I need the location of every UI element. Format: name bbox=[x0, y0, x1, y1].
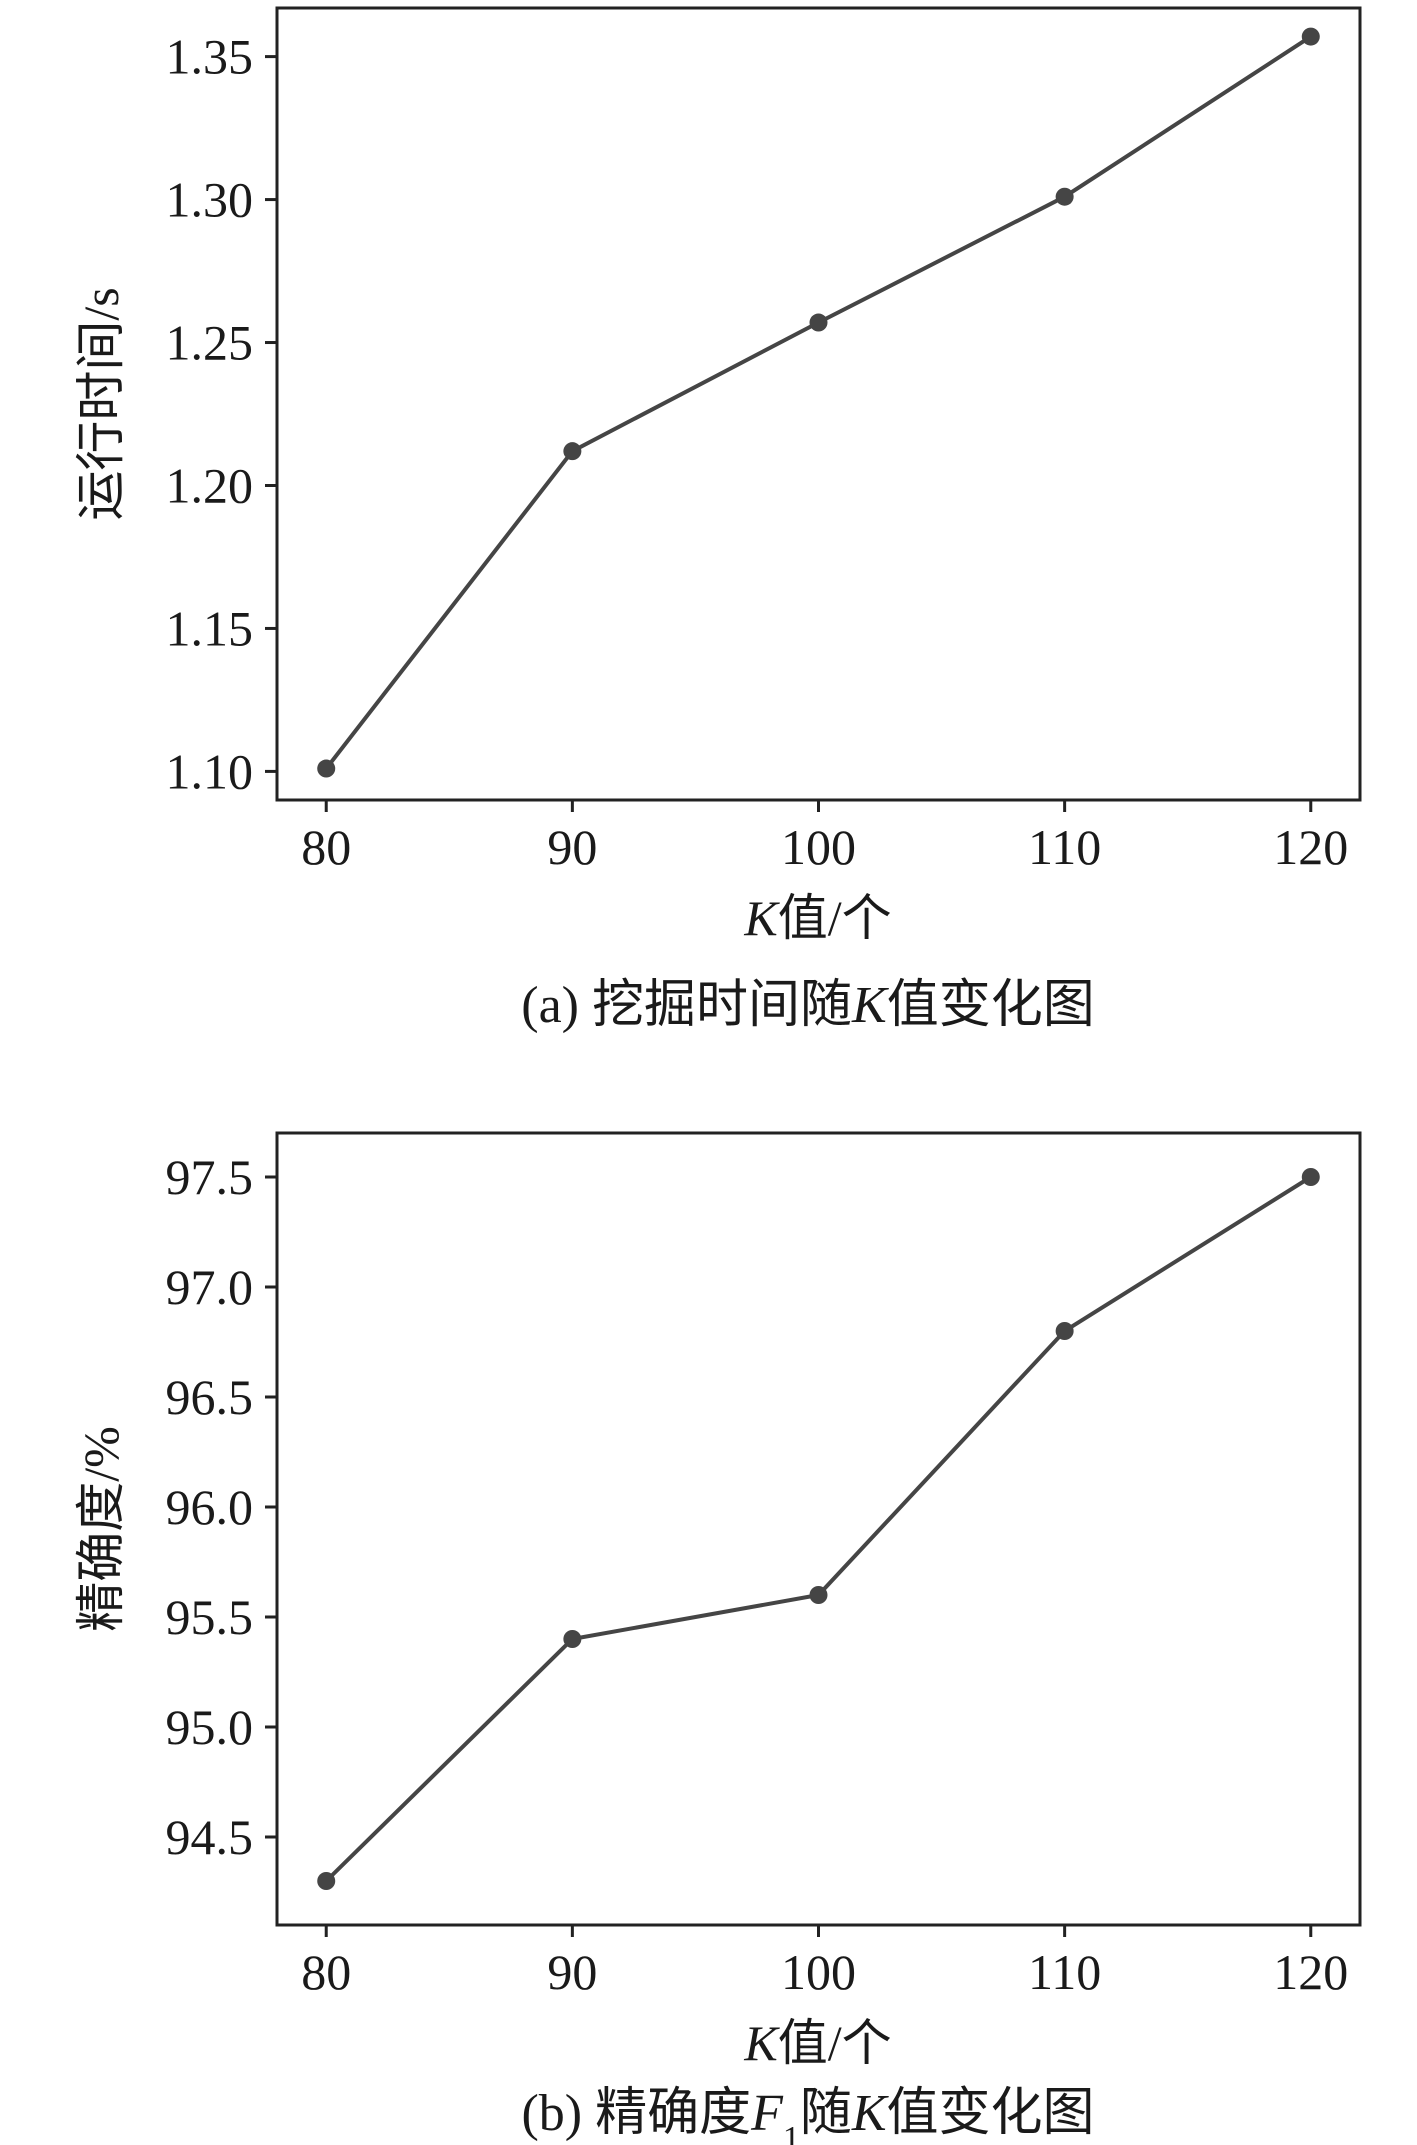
chart-b-y-axis-label: 精确度/% bbox=[73, 1426, 129, 1632]
y-tick-label: 97.0 bbox=[166, 1259, 254, 1315]
y-tick-label: 1.25 bbox=[166, 315, 254, 371]
data-point bbox=[1055, 187, 1074, 206]
y-tick-label: 97.5 bbox=[166, 1149, 254, 1205]
chart-b-caption: (b) 精确度F1随K值变化图 bbox=[521, 2085, 1094, 2145]
chart-b: 94.5 95.0 95.5 96.0 96.5 97.0 97.5 80 90 100 110 1… bbox=[73, 1131, 1362, 2145]
x-tick-label: 110 bbox=[1028, 819, 1101, 875]
chart-a-y-ticks: 1.10 1.15 1.20 1.25 1.30 1.35 bbox=[166, 29, 277, 799]
x-tick-label: 120 bbox=[1273, 1944, 1348, 2000]
chart-a: 1.10 1.15 1.20 1.25 1.30 1.35 80 90 100 110 120 运… bbox=[73, 6, 1362, 1034]
data-point bbox=[1301, 27, 1320, 46]
y-tick-label: 95.5 bbox=[166, 1589, 254, 1645]
data-point bbox=[563, 1630, 582, 1648]
data-point bbox=[563, 442, 582, 461]
data-point bbox=[317, 759, 336, 778]
chart-a-points bbox=[317, 27, 1320, 778]
chart-b-y-ticks: 94.5 95.0 95.5 96.0 96.5 97.0 97.5 bbox=[166, 1149, 277, 1865]
chart-a-x-ticks: 80 90 100 110 120 bbox=[301, 800, 1348, 875]
x-tick-label: 100 bbox=[781, 1944, 856, 2000]
chart-b-plot-frame bbox=[275, 1131, 1362, 1927]
x-tick-label: 80 bbox=[301, 1944, 351, 2000]
y-tick-label: 96.0 bbox=[166, 1479, 254, 1535]
chart-b-x-ticks: 80 90 100 110 120 bbox=[301, 1925, 1348, 2000]
y-tick-label: 96.5 bbox=[166, 1369, 254, 1425]
data-point bbox=[1055, 1322, 1074, 1340]
data-point bbox=[809, 313, 828, 332]
chart-b-x-axis-label: K值/个 bbox=[743, 2015, 891, 2071]
chart-b-series-line bbox=[324, 1175, 1312, 1883]
y-tick-label: 1.20 bbox=[166, 457, 254, 513]
y-tick-label: 1.10 bbox=[166, 743, 254, 799]
x-tick-label: 100 bbox=[781, 819, 856, 875]
x-tick-label: 90 bbox=[547, 819, 597, 875]
y-tick-label: 1.35 bbox=[166, 29, 254, 85]
chart-a-y-axis-label: 运行时间/s bbox=[73, 287, 129, 520]
chart-a-caption: (a) 挖掘时间随K值变化图 bbox=[521, 977, 1094, 1034]
data-point bbox=[317, 1872, 336, 1890]
data-point bbox=[809, 1586, 828, 1604]
data-point bbox=[1301, 1168, 1320, 1186]
x-tick-label: 120 bbox=[1273, 819, 1348, 875]
y-tick-label: 1.15 bbox=[166, 600, 254, 656]
x-tick-label: 110 bbox=[1028, 1944, 1101, 2000]
y-tick-label: 94.5 bbox=[166, 1809, 254, 1865]
x-tick-label: 80 bbox=[301, 819, 351, 875]
chart-a-series-line bbox=[324, 34, 1312, 770]
chart-b-points bbox=[317, 1168, 1320, 1890]
y-tick-label: 1.30 bbox=[166, 172, 254, 228]
chart-a-x-axis-label: K值/个 bbox=[743, 890, 891, 946]
x-tick-label: 90 bbox=[547, 1944, 597, 2000]
chart-a-plot-frame bbox=[275, 6, 1362, 802]
y-tick-label: 95.0 bbox=[166, 1699, 254, 1755]
